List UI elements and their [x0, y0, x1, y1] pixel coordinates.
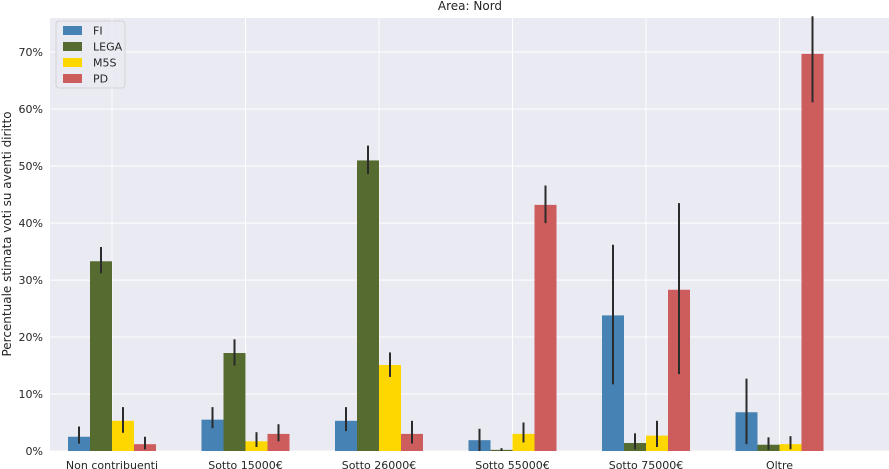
y-tick-label: 60%	[19, 103, 43, 116]
bar-pd	[267, 433, 290, 451]
legend-box	[55, 20, 126, 89]
bar-fi	[335, 420, 357, 451]
bar-fi	[201, 419, 224, 451]
legend: FI LEGA M5S PD	[55, 20, 126, 89]
y-tick-label: 10%	[19, 388, 43, 401]
legend-label-lega: LEGA	[93, 41, 123, 54]
y-ticks: 0% 10% 20% 30% 40% 50% 60% 70%	[19, 46, 43, 458]
x-tick-label: Non contribuenti	[66, 459, 158, 469]
x-ticks: Non contribuenti Sotto 15000€ Sotto 26000€…	[66, 459, 793, 469]
bars	[68, 53, 824, 451]
legend-swatch-fi	[63, 26, 82, 35]
plot-area	[50, 18, 889, 451]
bar-m5s	[379, 364, 401, 451]
gridlines	[50, 18, 889, 452]
x-tick-label: Sotto 15000€	[208, 459, 283, 469]
y-tick-label: 30%	[19, 274, 43, 287]
x-tick-label: Sotto 26000€	[342, 459, 417, 469]
legend-label-pd: PD	[93, 73, 108, 86]
x-tick-label: Sotto 75000€	[609, 459, 684, 469]
bar-pd	[534, 204, 557, 451]
chart-title: Area: Nord	[438, 0, 502, 13]
legend-swatch-pd	[63, 74, 82, 83]
y-tick-label: 0%	[26, 445, 43, 458]
y-tick-label: 50%	[19, 160, 43, 173]
bar-lega	[223, 353, 246, 451]
y-tick-label: 40%	[19, 217, 43, 230]
legend-swatch-lega	[63, 42, 82, 51]
bar-lega	[357, 160, 379, 451]
legend-swatch-m5s	[63, 58, 82, 67]
y-tick-label: 20%	[19, 331, 43, 344]
bar-lega	[90, 261, 112, 451]
y-axis-label: Percentuale stimata voti su aventi dirit…	[0, 111, 14, 356]
legend-label-fi: FI	[93, 25, 103, 38]
x-tick-label: Sotto 55000€	[475, 459, 550, 469]
error-bars	[78, 16, 814, 451]
y-tick-label: 70%	[19, 46, 43, 59]
bar-fi	[68, 436, 90, 451]
x-tick-label: Oltre	[766, 459, 793, 469]
legend-label-m5s: M5S	[93, 57, 116, 70]
bar-pd	[801, 53, 824, 451]
bar-m5s	[112, 420, 134, 451]
